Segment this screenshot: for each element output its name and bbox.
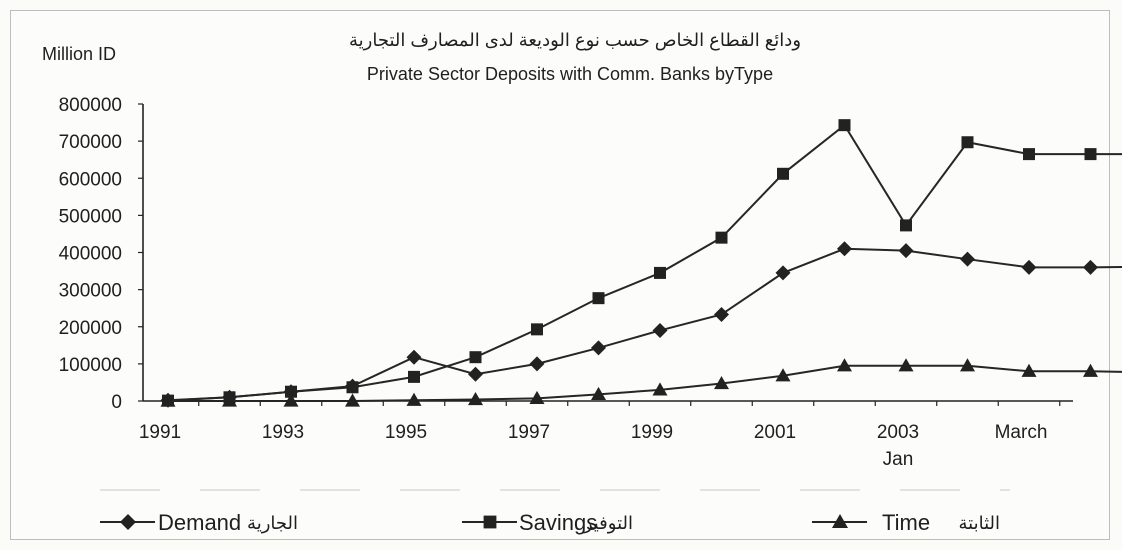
- legend-marker-demand: [120, 514, 136, 530]
- data-point-demand: [960, 251, 975, 267]
- data-point-savings: [1023, 148, 1035, 161]
- legend-label-demand: Demand: [158, 510, 241, 535]
- data-point-time: [529, 390, 545, 405]
- data-point-demand: [714, 306, 729, 322]
- x-tick-label: 1995: [385, 422, 427, 443]
- data-point-time: [714, 376, 729, 390]
- x-tick-label: 2001: [754, 422, 796, 443]
- data-point-savings: [715, 231, 728, 244]
- data-point-time: [960, 358, 975, 372]
- series-demand: [160, 241, 1122, 408]
- data-point-savings: [900, 219, 912, 232]
- y-tick-labels: 0 100000 200000 300000 400000 500000 600000 700…: [59, 95, 122, 413]
- legend-label-ar-demand: الجارية: [247, 513, 298, 534]
- x-tick-sublabel: Jan: [883, 449, 914, 470]
- data-point-time: [1021, 363, 1037, 377]
- data-point-time: [898, 358, 914, 372]
- legend-item-demand: Demand الجارية: [100, 510, 298, 535]
- data-point-savings: [777, 167, 789, 180]
- chart-frame: [10, 10, 1110, 540]
- series-time: [160, 358, 1122, 407]
- legend-label-savings: Savings: [519, 510, 597, 535]
- data-point-time: [591, 386, 606, 400]
- data-point-savings: [346, 381, 359, 394]
- y-axis-label: Million ID: [42, 44, 116, 64]
- data-point-time: [652, 382, 668, 396]
- data-point-time: [160, 393, 176, 407]
- data-point-demand: [529, 356, 545, 372]
- x-tick-label: 1993: [262, 422, 304, 443]
- series-line-demand: [167, 247, 1122, 402]
- x-tick-labels: 1991199319951997199920012003JanMarchMay: [139, 422, 1048, 470]
- data-point-demand: [898, 243, 914, 259]
- data-point-time: [283, 393, 299, 407]
- data-point-time: [222, 393, 237, 407]
- data-point-savings: [1084, 148, 1097, 161]
- legend-label-time: Time: [882, 510, 930, 535]
- data-point-demand: [406, 349, 422, 365]
- y-tick-label: 100000: [59, 355, 122, 376]
- legend-label-ar-time: الثابتة: [959, 513, 1001, 534]
- data-point-demand: [1021, 259, 1037, 275]
- y-tick-label: 200000: [59, 318, 122, 339]
- x-tick-label: 1997: [508, 422, 550, 443]
- data-point-time: [406, 392, 422, 406]
- x-tick-label: 2003: [877, 422, 919, 443]
- series-line-time: [168, 364, 1122, 402]
- y-tick-label: 300000: [59, 281, 122, 302]
- data-point-savings: [838, 119, 851, 132]
- chart-title-arabic: ودائع القطاع الخاص حسب نوع الوديعة لدى ا…: [349, 30, 801, 51]
- series-line-savings: [167, 123, 1122, 402]
- data-point-time: [468, 392, 483, 406]
- data-point-time: [837, 358, 852, 372]
- data-point-time: [775, 368, 791, 382]
- chart-title: Private Sector Deposits with Comm. Banks…: [367, 64, 773, 84]
- data-point-savings: [408, 370, 420, 383]
- data-point-savings: [469, 351, 482, 364]
- data-point-demand: [1083, 259, 1098, 275]
- y-tick-label: 800000: [59, 95, 122, 116]
- legend-item-time: Time الثابتة: [812, 510, 1000, 535]
- data-point-savings: [654, 266, 666, 279]
- y-tick-label: 600000: [59, 169, 122, 190]
- data-point-time: [1083, 363, 1098, 377]
- data-point-demand: [591, 340, 606, 356]
- data-point-time: [345, 393, 360, 407]
- series-group: [160, 119, 1122, 408]
- y-tick-label: 500000: [59, 206, 122, 227]
- data-point-demand: [837, 241, 852, 257]
- legend-marker-time: [832, 514, 848, 528]
- series-savings: [162, 119, 1122, 407]
- y-tick-label: 700000: [59, 132, 122, 153]
- legend-marker-savings: [483, 515, 497, 529]
- data-point-savings: [285, 385, 297, 398]
- x-tick-label: March: [995, 422, 1048, 443]
- data-point-demand: [468, 366, 483, 382]
- x-tick-label: 1991: [139, 422, 181, 443]
- x-tick-label: 1999: [631, 422, 673, 443]
- y-tick-label: 0: [111, 392, 122, 413]
- data-point-savings: [961, 136, 974, 149]
- data-point-savings: [592, 292, 605, 305]
- data-point-demand: [775, 265, 791, 281]
- data-point-savings: [531, 323, 543, 336]
- legend-label-ar-savings: التوفير: [583, 513, 633, 534]
- y-tick-label: 400000: [59, 244, 122, 265]
- data-point-demand: [652, 322, 668, 338]
